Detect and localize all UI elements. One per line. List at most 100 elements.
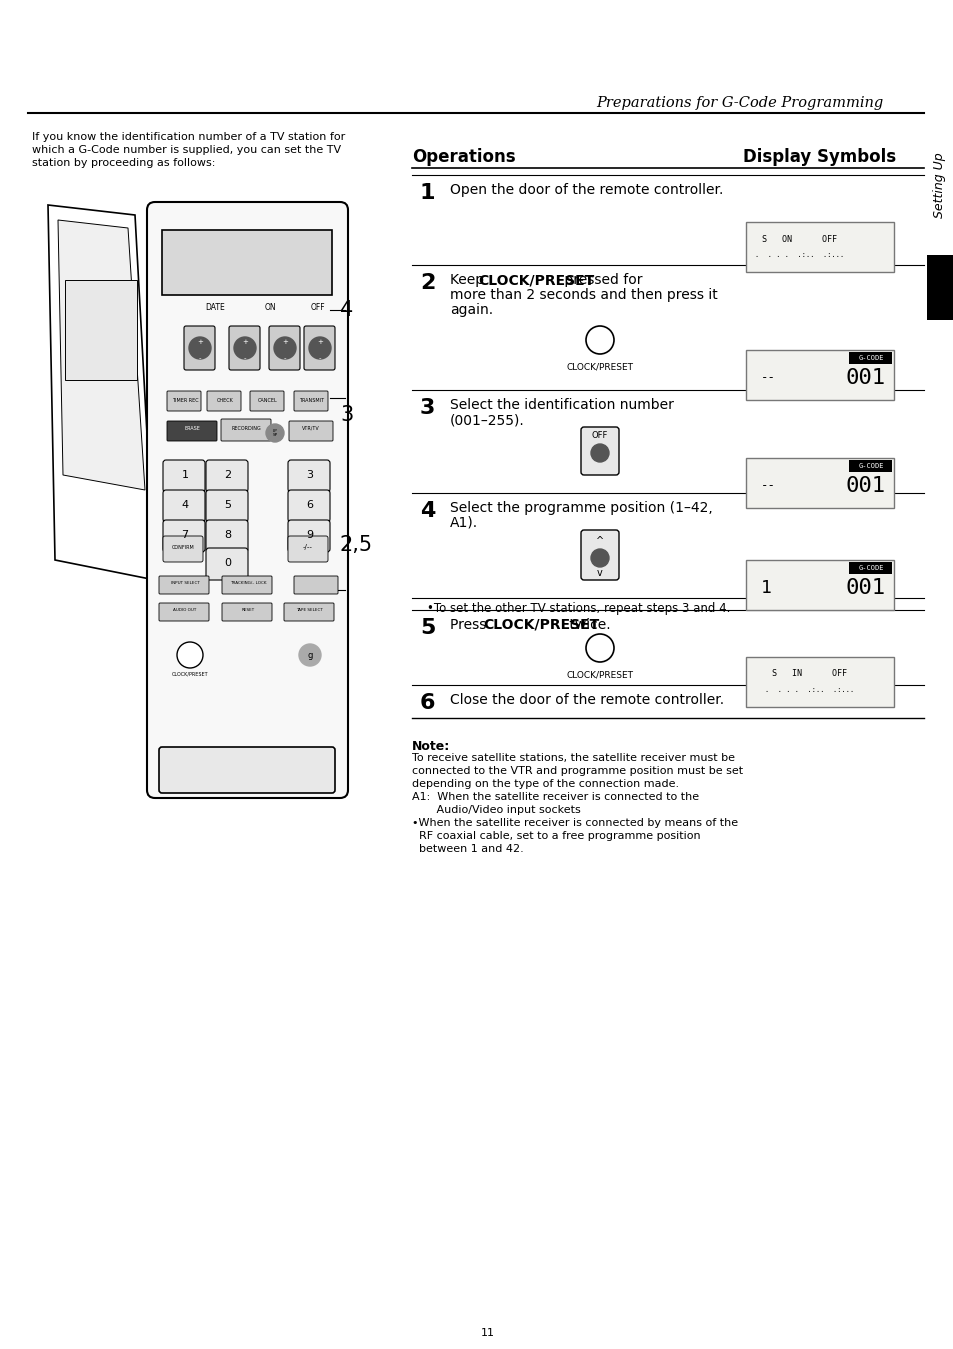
Text: twice.: twice.: [564, 618, 610, 631]
Text: -: -: [283, 355, 286, 362]
Polygon shape: [154, 210, 339, 791]
Text: 6: 6: [306, 500, 314, 510]
Text: CANCEL: CANCEL: [258, 398, 277, 402]
Text: 8: 8: [224, 530, 232, 540]
FancyBboxPatch shape: [159, 576, 209, 594]
Circle shape: [177, 642, 203, 668]
Text: 4: 4: [419, 500, 435, 521]
Text: Display Symbols: Display Symbols: [742, 148, 896, 166]
Text: 6: 6: [419, 693, 435, 714]
Text: Press: Press: [450, 618, 490, 631]
Text: station by proceeding as follows:: station by proceeding as follows:: [32, 158, 215, 169]
FancyBboxPatch shape: [745, 560, 893, 610]
Text: -: -: [244, 355, 246, 362]
FancyBboxPatch shape: [147, 202, 348, 799]
Text: 5: 5: [419, 618, 435, 638]
Text: connected to the VTR and programme position must be set: connected to the VTR and programme posit…: [412, 766, 742, 776]
Text: .  . . .  .:..  .:...: . . . . .:.. .:...: [764, 687, 854, 693]
Text: +: +: [242, 339, 248, 345]
FancyBboxPatch shape: [745, 657, 893, 707]
FancyBboxPatch shape: [207, 391, 241, 411]
Text: .  . . .  .:..  .:...: . . . . .:.. .:...: [755, 252, 843, 258]
Text: (001–255).: (001–255).: [450, 413, 524, 428]
Circle shape: [189, 337, 211, 359]
FancyBboxPatch shape: [184, 326, 214, 370]
Text: 7: 7: [181, 530, 189, 540]
Text: S   IN      OFF: S IN OFF: [772, 669, 846, 679]
Text: +: +: [316, 339, 323, 345]
Text: +: +: [282, 339, 288, 345]
Circle shape: [585, 634, 614, 662]
Text: 001: 001: [845, 577, 885, 598]
Text: 11: 11: [480, 1327, 495, 1338]
FancyBboxPatch shape: [289, 421, 333, 441]
FancyBboxPatch shape: [222, 576, 272, 594]
FancyBboxPatch shape: [221, 420, 271, 441]
FancyBboxPatch shape: [159, 603, 209, 621]
Text: --: --: [760, 371, 775, 384]
Text: OFF: OFF: [591, 432, 608, 441]
Text: 4: 4: [339, 299, 353, 320]
FancyBboxPatch shape: [167, 391, 201, 411]
FancyBboxPatch shape: [580, 530, 618, 580]
FancyBboxPatch shape: [745, 459, 893, 509]
FancyBboxPatch shape: [167, 421, 216, 441]
Text: G-CODE: G-CODE: [858, 565, 882, 571]
Text: ^: ^: [596, 536, 603, 546]
Text: g: g: [307, 650, 313, 660]
Text: CONFIRM: CONFIRM: [172, 545, 194, 550]
Polygon shape: [48, 205, 154, 580]
FancyBboxPatch shape: [206, 460, 248, 492]
Text: Note:: Note:: [412, 741, 450, 753]
Text: A1).: A1).: [450, 517, 477, 530]
FancyBboxPatch shape: [580, 428, 618, 475]
FancyBboxPatch shape: [159, 747, 335, 793]
Text: Open the door of the remote controller.: Open the door of the remote controller.: [450, 183, 722, 197]
FancyBboxPatch shape: [65, 281, 137, 380]
Text: Select the programme position (1–42,: Select the programme position (1–42,: [450, 500, 712, 515]
Text: •To set the other TV stations, repeat steps 3 and 4.: •To set the other TV stations, repeat st…: [427, 602, 730, 615]
Text: CLOCK/PRESET: CLOCK/PRESET: [483, 618, 599, 631]
Text: 2: 2: [419, 272, 435, 293]
Text: --: --: [760, 479, 775, 492]
FancyBboxPatch shape: [163, 536, 203, 563]
FancyBboxPatch shape: [745, 349, 893, 401]
Text: 1: 1: [760, 579, 771, 598]
Text: CLOCK/PRESET: CLOCK/PRESET: [566, 362, 633, 371]
FancyBboxPatch shape: [848, 460, 891, 472]
Text: CLOCK/PRESET: CLOCK/PRESET: [566, 670, 633, 679]
FancyBboxPatch shape: [288, 460, 330, 492]
Polygon shape: [58, 220, 145, 490]
Text: -/--: -/--: [303, 544, 313, 550]
FancyBboxPatch shape: [229, 326, 260, 370]
Text: 4: 4: [181, 500, 189, 510]
Text: •When the satellite receiver is connected by means of the: •When the satellite receiver is connecte…: [412, 817, 738, 828]
Text: 001: 001: [845, 476, 885, 496]
Text: S   ON      OFF: S ON OFF: [761, 235, 837, 244]
Text: 2,5: 2,5: [339, 536, 373, 554]
Text: 001: 001: [845, 368, 885, 389]
Text: LP
SP: LP SP: [273, 429, 277, 437]
Circle shape: [274, 337, 295, 359]
Text: Operations: Operations: [412, 148, 515, 166]
Text: more than 2 seconds and then press it: more than 2 seconds and then press it: [450, 287, 717, 302]
Text: 5: 5: [224, 500, 232, 510]
Text: CLOCK/PRESET: CLOCK/PRESET: [172, 670, 208, 676]
Text: TRACKING/– LOCK: TRACKING/– LOCK: [230, 581, 266, 585]
FancyBboxPatch shape: [848, 563, 891, 575]
Text: -: -: [318, 355, 321, 362]
FancyBboxPatch shape: [745, 223, 893, 272]
FancyBboxPatch shape: [288, 536, 328, 563]
Text: Audio/Video input sockets: Audio/Video input sockets: [412, 805, 580, 815]
FancyBboxPatch shape: [206, 490, 248, 522]
Text: RF coaxial cable, set to a free programme position: RF coaxial cable, set to a free programm…: [412, 831, 700, 840]
Text: Keep: Keep: [450, 272, 488, 287]
Text: RECORDING: RECORDING: [231, 426, 260, 430]
FancyBboxPatch shape: [163, 460, 205, 492]
Text: ERASE: ERASE: [184, 426, 200, 430]
FancyBboxPatch shape: [294, 391, 328, 411]
Circle shape: [590, 549, 608, 567]
Text: AUDIO OUT: AUDIO OUT: [173, 608, 196, 612]
Circle shape: [266, 424, 284, 442]
FancyBboxPatch shape: [284, 603, 334, 621]
